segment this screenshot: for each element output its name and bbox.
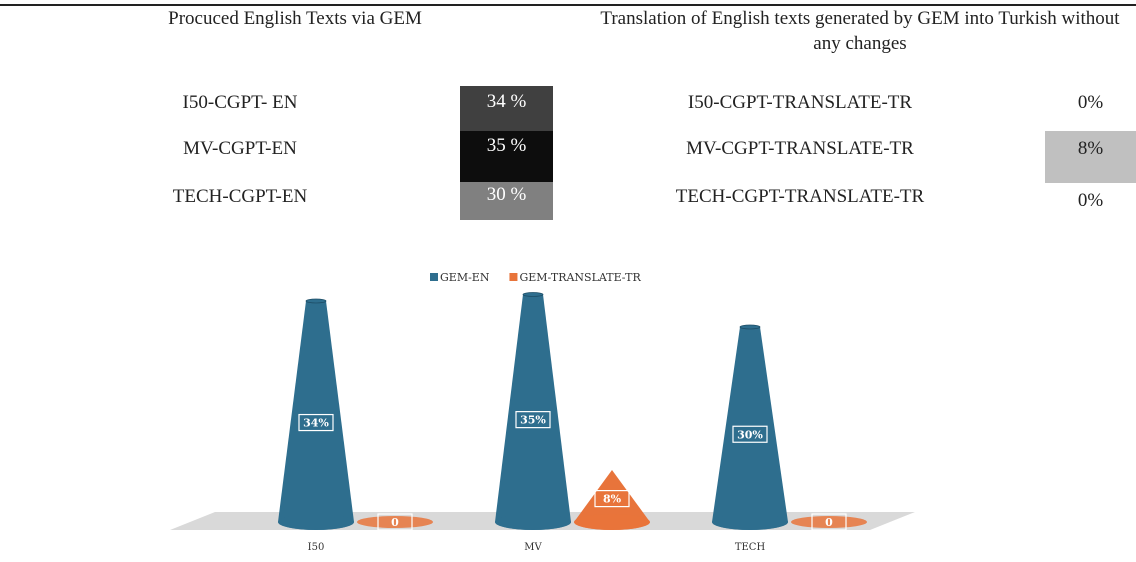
data-label: 35% <box>520 414 546 427</box>
x-tick-label: TECH <box>735 542 766 553</box>
cone-base <box>278 514 354 530</box>
row-label: TECH-CGPT-EN <box>172 186 308 207</box>
row-label: I50-CGPT-TRANSLATE-TR <box>687 92 913 113</box>
value-cell: 0% <box>1077 190 1104 211</box>
data-label: 30% <box>737 428 763 441</box>
value-cell: 34 % <box>460 86 553 131</box>
right-header: Translation of English texts generated b… <box>600 8 1120 54</box>
label-box <box>377 513 413 531</box>
label-box <box>811 513 847 531</box>
cone <box>791 516 867 528</box>
label-box <box>732 425 768 443</box>
legend-swatch <box>509 273 518 281</box>
cone <box>495 294 571 530</box>
cone-base <box>574 514 650 530</box>
cone <box>357 516 433 528</box>
value-cell: 30 % <box>460 182 553 220</box>
row-label: MV-CGPT-EN <box>183 138 297 159</box>
value-cell: 0% <box>1077 92 1104 113</box>
top-rule <box>0 4 1136 6</box>
row-label: I50-CGPT- EN <box>182 92 298 113</box>
x-tick-label: MV <box>524 542 542 553</box>
data-label: 0 <box>825 516 833 529</box>
cone-base <box>712 514 788 530</box>
legend-label: GEM-EN <box>440 271 490 284</box>
legend-label: GEM-TRANSLATE-TR <box>519 271 641 284</box>
legend-swatch <box>430 273 438 281</box>
cone-top <box>739 324 761 330</box>
data-label: 8% <box>603 493 622 506</box>
cone <box>712 327 788 530</box>
cone-top <box>522 292 544 297</box>
cone <box>574 470 650 530</box>
x-tick-label: I50 <box>308 542 325 553</box>
value-cell: 8% <box>1045 131 1136 183</box>
data-label: 34% <box>303 417 329 430</box>
cone-top <box>305 298 327 304</box>
label-box <box>515 411 551 429</box>
left-header: Procuced English Texts via GEM <box>168 8 422 29</box>
row-label: TECH-CGPT-TRANSLATE-TR <box>675 186 925 207</box>
row-label: MV-CGPT-TRANSLATE-TR <box>686 138 914 159</box>
label-box <box>298 413 334 432</box>
value-cell: 35 % <box>460 131 553 182</box>
data-label: 0 <box>391 516 399 529</box>
cone <box>278 301 354 530</box>
label-box <box>594 490 630 508</box>
cone-base <box>495 514 571 530</box>
